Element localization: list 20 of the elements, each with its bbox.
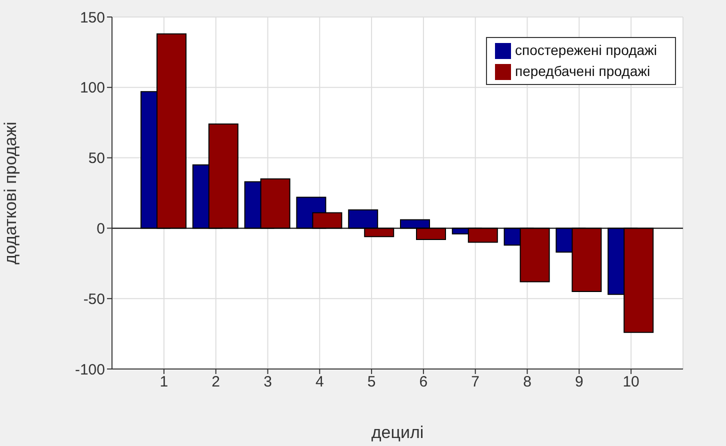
x-tick-label: 8 xyxy=(523,374,532,391)
x-tick-label: 9 xyxy=(574,374,584,391)
y-tick-label: 150 xyxy=(80,9,105,26)
x-tick-label: 3 xyxy=(264,374,272,391)
y-tick-label: 50 xyxy=(88,150,105,168)
y-tick-label: 100 xyxy=(80,80,105,97)
x-tick-label: 1 xyxy=(160,374,168,391)
y-tick-label: -100 xyxy=(74,361,105,378)
x-tick-label: 5 xyxy=(367,374,376,391)
legend-label: спостережені продажі xyxy=(515,42,657,58)
x-tick-label: 6 xyxy=(419,374,428,391)
x-tick-label: 7 xyxy=(471,374,480,391)
x-axis-title: децилі xyxy=(371,423,424,442)
legend-label: передбачені продажі xyxy=(515,63,650,79)
x-tick-label: 4 xyxy=(315,374,324,391)
x-tick-label: 2 xyxy=(212,374,220,391)
x-tick-label: 10 xyxy=(622,374,640,391)
y-tick-label: 0 xyxy=(96,220,105,238)
y-axis-title: додаткові продажі xyxy=(1,122,20,264)
y-tick-label: -50 xyxy=(83,290,105,308)
